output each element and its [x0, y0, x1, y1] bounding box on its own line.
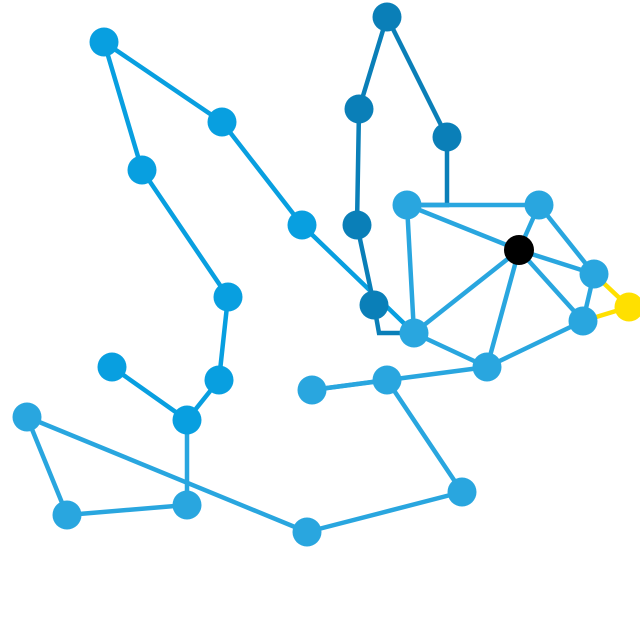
- edge-l5-l4: [304, 489, 465, 535]
- node-d5: [359, 290, 389, 320]
- edge-n1-n3: [101, 39, 145, 173]
- node-n1: [89, 27, 119, 57]
- node-l4: [292, 517, 322, 547]
- edge-h1-h4: [404, 202, 417, 336]
- edge-n2-n4: [219, 119, 305, 228]
- edge-l4-l1: [24, 414, 310, 535]
- node-n8: [97, 352, 127, 382]
- node-n3: [127, 155, 157, 185]
- node-h2: [524, 190, 554, 220]
- node-n2: [207, 107, 237, 137]
- node-l1: [12, 402, 42, 432]
- edge-n4-h4: [299, 222, 417, 336]
- edge-hub-h5: [484, 247, 522, 370]
- edge-hub-h4: [411, 247, 522, 336]
- edge-d1-d2: [356, 14, 390, 112]
- node-d1: [372, 2, 402, 32]
- edge-n7-n8: [109, 364, 190, 423]
- edge-n3-n5: [139, 167, 231, 300]
- node-h5: [472, 352, 502, 382]
- node-l2: [52, 500, 82, 530]
- node-d3: [432, 122, 462, 152]
- edge-d2-d4: [354, 106, 362, 228]
- node-n5: [213, 282, 243, 312]
- edge-d1-d3: [384, 14, 450, 140]
- node-d2: [344, 94, 374, 124]
- node-l6: [372, 365, 402, 395]
- edge-l2-l3: [64, 502, 190, 518]
- edge-l6-l5: [384, 377, 465, 495]
- edge-hub-h6: [516, 247, 586, 324]
- edge-l1-l2: [24, 414, 70, 518]
- node-l5: [447, 477, 477, 507]
- node-h6: [568, 306, 598, 336]
- node-l3: [172, 490, 202, 520]
- edge-h6-h5: [484, 318, 586, 370]
- node-n6: [204, 365, 234, 395]
- edge-h1-hub: [404, 202, 522, 253]
- node-n4: [287, 210, 317, 240]
- node-l7: [297, 375, 327, 405]
- node-h3: [579, 259, 609, 289]
- edge-n1-n2: [101, 39, 225, 125]
- node-h4: [399, 318, 429, 348]
- edge-h2-h3: [536, 202, 597, 277]
- node-n7: [172, 405, 202, 435]
- node-y1: [614, 292, 640, 322]
- node-h1: [392, 190, 422, 220]
- node-layer: [12, 2, 640, 547]
- node-hub: [504, 235, 534, 265]
- node-d4: [342, 210, 372, 240]
